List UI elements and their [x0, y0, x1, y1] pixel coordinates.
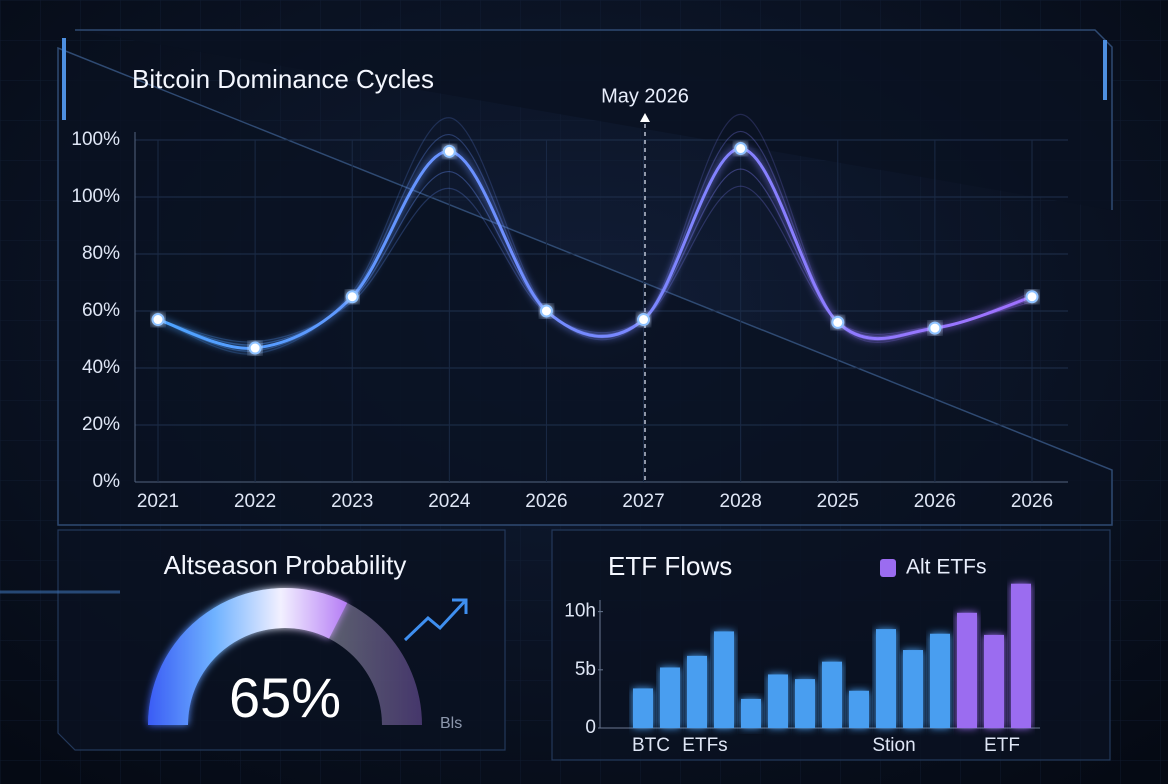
- legend-swatch: [880, 559, 896, 577]
- x-tick-label: Stion: [872, 735, 915, 756]
- bar: [660, 667, 680, 728]
- bar: [714, 631, 734, 728]
- annotation-arrow: [640, 113, 650, 122]
- data-point: [442, 144, 456, 158]
- bar: [957, 612, 977, 728]
- dominance-line: [157, 147, 1033, 350]
- y-tick-label: 0%: [93, 471, 121, 492]
- bar: [768, 674, 788, 728]
- x-tick-label: ETFs: [682, 735, 727, 756]
- y-tick-label: 80%: [82, 243, 120, 264]
- bar: [1011, 583, 1031, 728]
- data-point: [345, 290, 359, 304]
- main-panel: [57, 29, 1113, 526]
- data-point: [151, 313, 165, 327]
- annotation: May 2026: [601, 85, 689, 107]
- gauge-title: Altseason Probability: [164, 550, 407, 580]
- y-tick-label: 100%: [71, 186, 120, 207]
- data-point: [248, 341, 262, 355]
- y-tick-label: 20%: [82, 414, 120, 435]
- x-tick-label: 2026: [1011, 491, 1053, 512]
- x-tick-label: 2023: [331, 491, 373, 512]
- x-tick-label: BTC: [632, 735, 670, 756]
- chart-title: ETF Flows: [608, 551, 732, 581]
- data-point: [637, 313, 651, 327]
- x-tick-label: 2024: [428, 491, 471, 512]
- data-point: [734, 142, 748, 156]
- x-tick-label: 2026: [525, 491, 567, 512]
- data-point: [928, 321, 942, 335]
- gauge-note: Bls: [440, 715, 462, 732]
- x-tick-label: 2025: [817, 491, 859, 512]
- bar: [984, 634, 1004, 728]
- data-point: [1025, 290, 1039, 304]
- trend-icon: [403, 598, 468, 642]
- bar: [633, 688, 653, 728]
- chart-title: Bitcoin Dominance Cycles: [132, 64, 434, 94]
- gauge-value: [148, 588, 348, 725]
- data-point: [831, 315, 845, 329]
- x-tick-label: 2021: [137, 491, 179, 512]
- bar: [903, 650, 923, 728]
- bar: [876, 629, 896, 728]
- y-tick-label: 60%: [82, 300, 120, 321]
- bar: [741, 698, 761, 728]
- gauge-label: 65%: [229, 666, 341, 729]
- y-tick-label: 0: [585, 717, 596, 738]
- x-tick-label: ETF: [984, 735, 1020, 756]
- x-tick-label: 2028: [720, 491, 762, 512]
- legend-label: Alt ETFs: [906, 556, 987, 579]
- y-tick-label: 10h: [564, 601, 596, 622]
- y-tick-label: 100%: [71, 129, 120, 150]
- data-point: [539, 304, 553, 318]
- bar: [930, 633, 950, 728]
- x-tick-label: 2026: [914, 491, 956, 512]
- bar: [849, 690, 869, 728]
- bar: [687, 655, 707, 728]
- x-tick-label: 2027: [622, 491, 664, 512]
- y-tick-label: 5b: [575, 659, 596, 680]
- x-tick-label: 2022: [234, 491, 276, 512]
- bar: [795, 679, 815, 728]
- bar: [822, 661, 842, 728]
- y-tick-label: 40%: [82, 357, 120, 378]
